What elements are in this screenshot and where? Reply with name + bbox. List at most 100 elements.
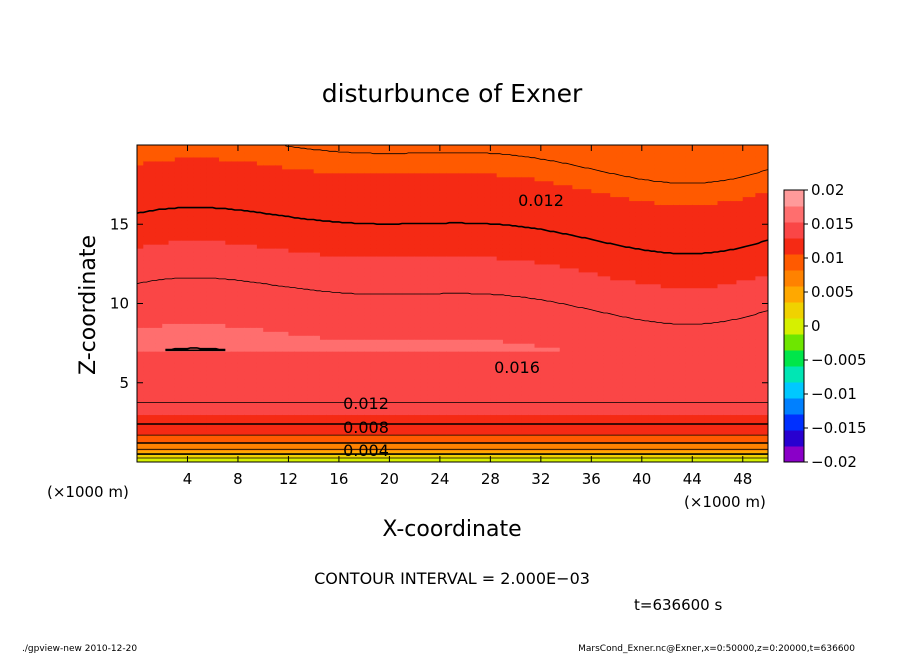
field-cell (301, 358, 308, 364)
field-cell (364, 434, 372, 439)
field-cell (193, 204, 201, 209)
field-cell (307, 275, 315, 281)
field-cell (395, 355, 403, 360)
field-cell (275, 200, 283, 206)
field-cell (174, 208, 182, 213)
field-cell (313, 303, 321, 309)
field-cell (357, 418, 365, 423)
field-cell (294, 200, 302, 206)
field-cell (521, 454, 529, 459)
field-cell (496, 390, 504, 396)
field-cell (446, 331, 454, 336)
field-cell (168, 311, 176, 316)
field-cell (477, 370, 485, 376)
field-cell (351, 362, 359, 368)
field-cell (250, 327, 258, 332)
field-cell (288, 351, 296, 356)
field-cell (244, 418, 252, 423)
field-cell (200, 192, 208, 198)
field-cell (307, 248, 315, 253)
field-cell (263, 390, 271, 396)
field-cell (256, 339, 264, 344)
field-cell (225, 283, 233, 289)
field-cell (231, 232, 239, 237)
field-cell (282, 327, 290, 332)
field-cell (408, 378, 416, 384)
field-cell (490, 279, 498, 285)
field-cell (294, 259, 302, 265)
field-cell (490, 406, 498, 412)
field-cell (338, 251, 346, 257)
field-cell (376, 454, 384, 459)
field-cell (256, 248, 264, 253)
field-cell (332, 303, 340, 309)
field-cell (174, 438, 182, 443)
field-cell (458, 394, 466, 400)
field-cell (282, 394, 290, 400)
field-cell (446, 358, 454, 364)
field-cell (181, 394, 189, 400)
field-cell (294, 295, 302, 301)
field-cell (446, 402, 454, 408)
field-cell (420, 224, 428, 229)
field-cell (502, 351, 510, 356)
field-cell (288, 343, 296, 348)
field-cell (307, 450, 315, 455)
field-cell (515, 251, 523, 257)
field-cell (509, 244, 517, 249)
field-cell (490, 327, 498, 332)
field-cell (364, 263, 372, 269)
field-cell (477, 236, 485, 241)
field-cell (471, 160, 479, 166)
field-cell (427, 303, 435, 309)
field-cell (313, 244, 321, 249)
field-cell (174, 458, 182, 462)
field-cell (338, 366, 346, 372)
field-cell (515, 267, 523, 273)
field-cell (181, 331, 189, 336)
field-cell (502, 323, 510, 328)
field-cell (193, 299, 201, 305)
field-cell (471, 311, 479, 316)
field-cell (307, 343, 315, 348)
field-cell (496, 152, 504, 158)
field-cell (174, 418, 182, 423)
field-cell (370, 152, 378, 158)
field-cell (458, 335, 466, 340)
field-cell (326, 212, 334, 217)
field-cell (143, 351, 151, 356)
field-cell (155, 319, 163, 324)
field-cell (250, 366, 258, 372)
field-cell (414, 212, 422, 217)
field-cell (465, 216, 473, 221)
field-cell (187, 204, 195, 209)
field-cell (212, 351, 220, 356)
field-cell (521, 164, 529, 170)
field-cell (395, 160, 403, 166)
field-cell (282, 192, 290, 198)
field-cell (351, 446, 359, 451)
field-cell (364, 335, 372, 340)
field-cell (269, 414, 277, 420)
field-cell (219, 351, 226, 356)
field-cell (521, 410, 529, 416)
field-cell (408, 358, 416, 364)
field-cell (452, 240, 460, 245)
field-cell (521, 267, 529, 273)
field-cell (231, 291, 239, 297)
field-cell (256, 279, 264, 285)
field-cell (206, 200, 214, 206)
field-cell (351, 458, 359, 462)
field-cell (168, 374, 176, 380)
field-cell (244, 188, 252, 194)
field-cell (256, 208, 264, 213)
field-cell (143, 145, 151, 150)
field-cell (471, 434, 479, 439)
field-cell (294, 176, 302, 182)
field-cell (326, 240, 334, 245)
field-cell (162, 390, 170, 396)
field-cell (269, 351, 277, 356)
field-cell (402, 160, 409, 166)
field-cell (181, 196, 189, 202)
field-cell (509, 208, 517, 213)
